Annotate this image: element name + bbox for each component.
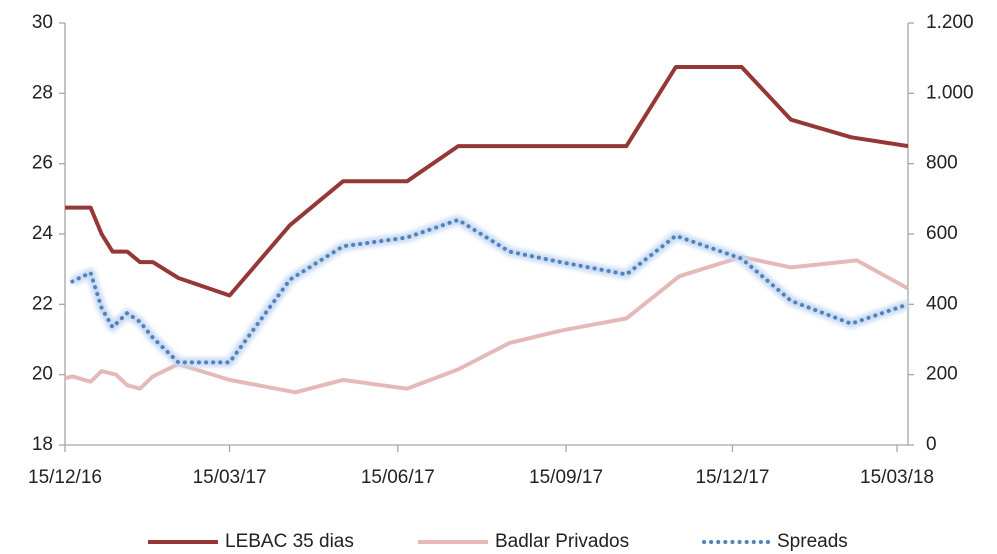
x-tick-label: 15/03/17	[193, 467, 267, 488]
x-tick-label: 15/06/17	[361, 467, 435, 488]
y-tick-label: 20	[32, 364, 53, 385]
x-tick-label: 15/12/16	[28, 467, 102, 488]
legend-label: Spreads	[777, 531, 848, 552]
y2-tick-label: 600	[926, 223, 958, 244]
y2-tick-label: 1.000	[926, 82, 974, 103]
y2-tick-label: 800	[926, 153, 958, 174]
y-tick-label: 26	[32, 153, 53, 174]
series-line	[65, 65, 909, 298]
line-glow	[70, 215, 910, 367]
y-tick-label: 18	[32, 434, 53, 455]
y2-tick-label: 1.200	[926, 12, 974, 33]
y-tick-label: 28	[32, 82, 53, 103]
legend-label: LEBAC 35 dias	[225, 531, 354, 552]
y-tick-label: 30	[32, 12, 53, 33]
y2-tick-label: 0	[926, 434, 937, 455]
x-tick-label: 15/09/17	[529, 467, 603, 488]
y-tick-label: 24	[32, 223, 54, 244]
legend-label: Badlar Privados	[495, 531, 629, 552]
y2-tick-label: 400	[926, 293, 958, 314]
y2-tick-label: 200	[926, 364, 958, 385]
x-tick-label: 15/03/18	[860, 467, 934, 488]
x-tick-label: 15/12/17	[695, 467, 769, 488]
y-tick-label: 22	[32, 293, 53, 314]
series-line	[70, 217, 910, 365]
series-line	[64, 254, 909, 395]
